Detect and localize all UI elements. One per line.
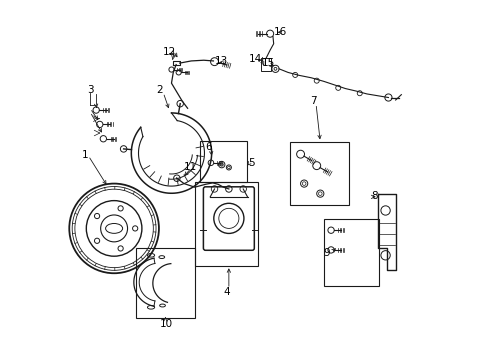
Text: 2: 2: [156, 85, 163, 95]
Text: 9: 9: [323, 248, 330, 258]
Text: 5: 5: [248, 158, 255, 168]
Text: 14: 14: [249, 54, 262, 64]
Bar: [290, 142, 349, 205]
Bar: [200, 140, 247, 182]
Text: 3: 3: [87, 85, 94, 95]
Text: 12: 12: [163, 47, 176, 57]
Bar: [136, 248, 195, 318]
Bar: [324, 220, 379, 286]
Text: 11: 11: [184, 162, 197, 172]
Bar: [195, 182, 258, 266]
Text: 8: 8: [371, 191, 378, 201]
Text: 13: 13: [215, 55, 228, 66]
Text: 6: 6: [205, 141, 211, 152]
Text: 16: 16: [273, 27, 287, 37]
Text: 7: 7: [310, 96, 317, 106]
Text: 4: 4: [223, 287, 230, 297]
Text: 10: 10: [160, 319, 172, 329]
Text: 15: 15: [261, 58, 274, 68]
Bar: [261, 58, 271, 71]
Text: 1: 1: [82, 150, 89, 160]
